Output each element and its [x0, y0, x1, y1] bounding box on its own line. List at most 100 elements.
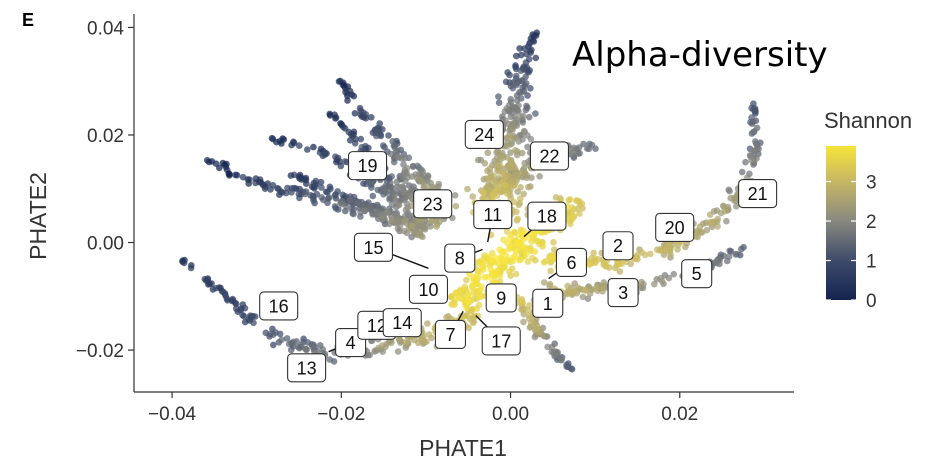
- scatter-point: [518, 149, 526, 157]
- scatter-point: [481, 160, 489, 167]
- scatter-point: [508, 159, 516, 167]
- scatter-point: [527, 135, 535, 143]
- scatter-point: [567, 220, 574, 228]
- scatter-point: [524, 92, 531, 99]
- scatter-point: [505, 268, 513, 275]
- scatter-point: [369, 192, 377, 200]
- scatter-point: [512, 147, 519, 154]
- scatter-point: [208, 280, 215, 287]
- scatter-point: [507, 141, 515, 148]
- scatter-point: [391, 142, 398, 149]
- scatter-point: [403, 338, 410, 345]
- scatter-point: [508, 120, 516, 128]
- cluster-label-text: 12: [367, 316, 387, 336]
- scatter-point: [720, 202, 727, 210]
- scatter-point: [742, 158, 749, 166]
- scatter-point: [222, 163, 230, 171]
- scatter-point: [536, 173, 543, 180]
- scatter-point: [721, 208, 729, 215]
- scatter-point: [524, 143, 531, 151]
- cluster-label-box: [607, 277, 639, 308]
- scatter-point: [519, 168, 526, 176]
- scatter-point: [395, 217, 403, 224]
- scatter-point: [566, 196, 574, 203]
- scatter-point: [326, 356, 334, 363]
- scatter-point: [532, 110, 539, 117]
- scatter-point: [573, 197, 580, 204]
- scatter-point: [341, 125, 349, 132]
- scatter-point: [647, 250, 654, 258]
- cluster-label-box: [555, 247, 588, 277]
- scatter-point: [514, 231, 522, 239]
- scatter-point: [421, 226, 429, 233]
- scatter-point: [600, 284, 607, 292]
- scatter-point: [502, 117, 509, 124]
- y-tick-label: 0.04: [87, 18, 124, 39]
- cluster-label-text: 9: [496, 288, 506, 308]
- legend-colorbar: [826, 146, 856, 300]
- scatter-point: [540, 279, 548, 286]
- scatter-point: [283, 335, 291, 342]
- cluster-label: 24: [464, 119, 504, 149]
- scatter-point: [658, 277, 666, 285]
- scatter-point: [324, 188, 331, 196]
- cluster-label: 22: [529, 141, 570, 171]
- cluster-label-text: 7: [445, 325, 455, 345]
- scatter-point: [326, 110, 334, 118]
- scatter-point: [388, 216, 396, 223]
- scatter-point: [526, 324, 534, 331]
- scatter-point: [521, 128, 528, 136]
- scatter-point: [420, 182, 428, 189]
- x-tick-label: −0.04: [148, 404, 197, 425]
- scatter-point: [571, 288, 579, 296]
- scatter-point: [416, 176, 423, 183]
- scatter-point: [475, 274, 482, 282]
- scatter-point: [495, 99, 503, 106]
- cluster-label-box: [287, 353, 327, 383]
- cluster-label-text: 16: [269, 296, 289, 316]
- cluster-label-text: 2: [613, 236, 623, 256]
- scatter-point: [201, 275, 209, 283]
- cluster-label-text: 13: [297, 358, 317, 378]
- scatter-point: [477, 293, 484, 301]
- scatter-point: [237, 306, 244, 314]
- scatter-point: [388, 173, 396, 180]
- scatter-point: [463, 304, 471, 312]
- cluster-label: 19: [347, 151, 388, 181]
- scatter-point: [474, 312, 482, 320]
- scatter-point: [290, 338, 297, 346]
- scatter-point: [295, 343, 302, 351]
- scatter-point: [526, 40, 533, 48]
- scatter-point: [514, 97, 521, 104]
- scatter-point: [270, 341, 277, 349]
- scatter-point: [567, 148, 575, 156]
- scatter-point: [519, 299, 526, 306]
- cluster-label: 14: [382, 308, 422, 338]
- scatter-point: [486, 165, 494, 172]
- scatter-point: [229, 297, 237, 304]
- scatter-point: [259, 181, 267, 188]
- scatter-point: [502, 78, 510, 86]
- cluster-label-box: [259, 291, 299, 321]
- scatter-point: [522, 251, 530, 258]
- scatter-point: [738, 245, 745, 253]
- scatter-point: [503, 105, 511, 112]
- cluster-label-box: [681, 259, 713, 289]
- scatter-point: [488, 257, 495, 265]
- scatter-point: [387, 183, 395, 191]
- scatter-point: [651, 280, 658, 288]
- legend-tick-label: 1: [866, 252, 877, 273]
- cluster-label-text: 24: [474, 125, 494, 145]
- scatter-point: [570, 213, 578, 220]
- chart-title: Alpha-diversity: [572, 35, 828, 75]
- scatter-point: [337, 162, 345, 170]
- scatter-point: [464, 185, 471, 193]
- scatter-point: [485, 175, 492, 182]
- scatter-point: [525, 55, 533, 63]
- cluster-label-text: 19: [358, 156, 378, 176]
- legend-tick-label: 3: [866, 173, 877, 194]
- scatter-point: [516, 45, 523, 52]
- scatter-point: [366, 206, 374, 213]
- scatter-point: [518, 88, 526, 96]
- color-legend: Shannon 0 1 2 3: [824, 108, 912, 312]
